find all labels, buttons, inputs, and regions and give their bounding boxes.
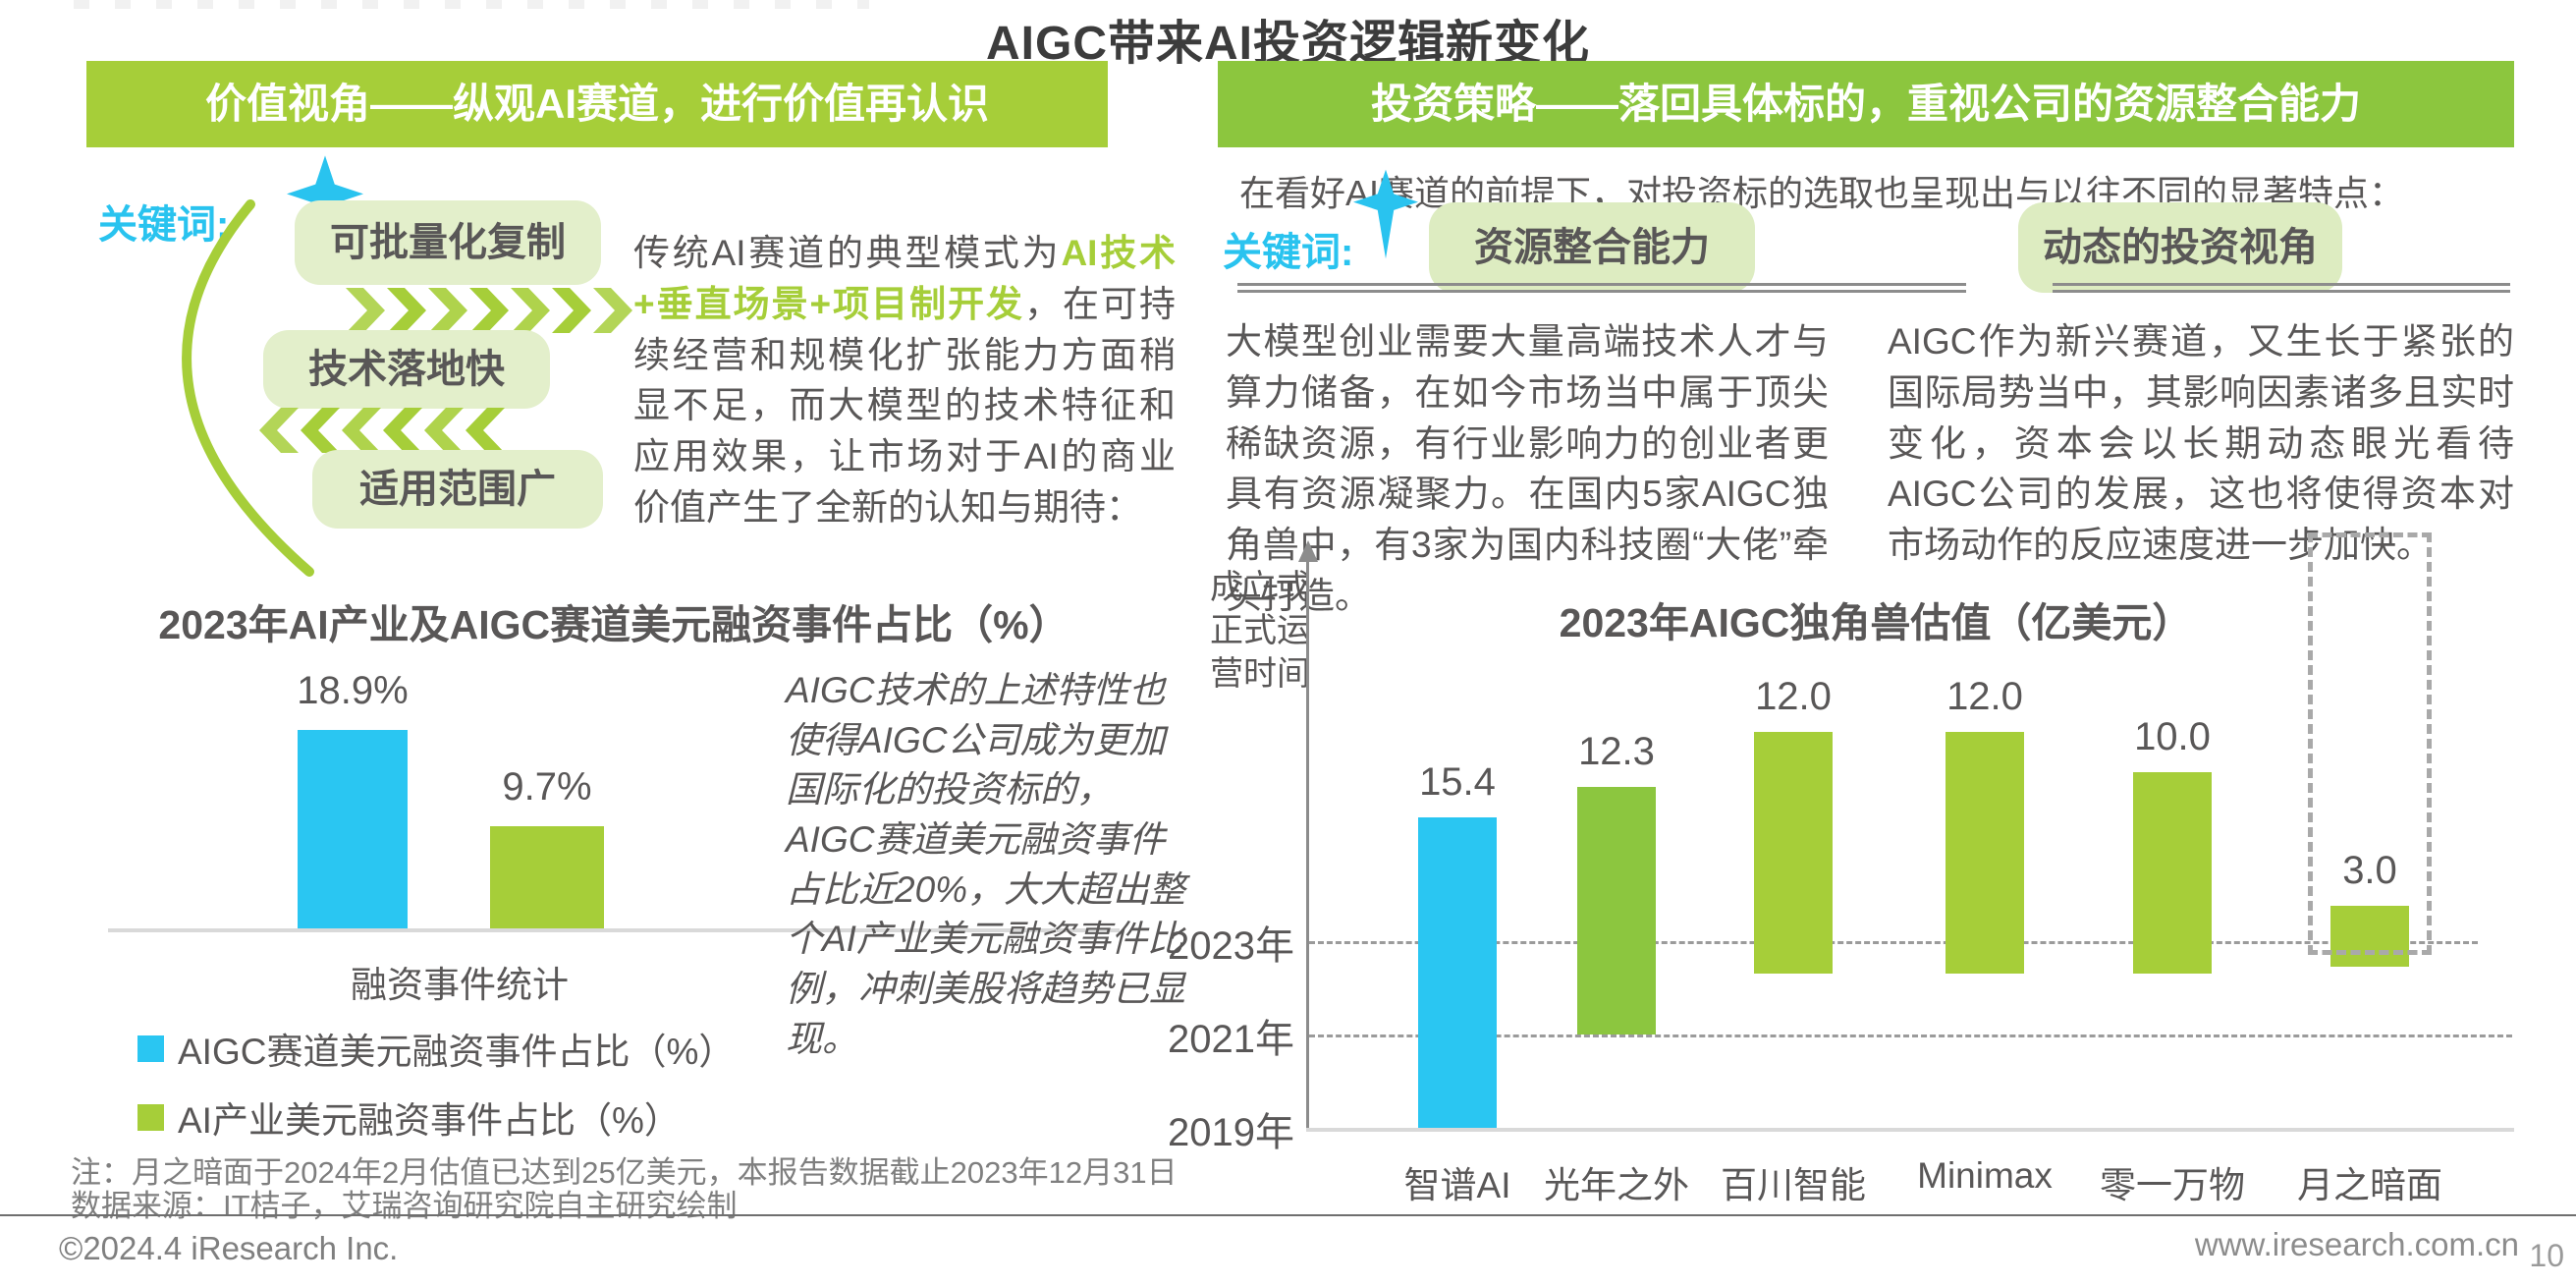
bar-智谱AI	[1418, 817, 1497, 1128]
sparkle-icon	[1353, 169, 1418, 259]
arc-decoration	[182, 199, 314, 577]
bar-value-label: 15.4	[1419, 760, 1496, 804]
bar-百川智能	[1754, 732, 1833, 974]
copyright: ©2024.4 iResearch Inc.	[59, 1230, 399, 1266]
year-tick-label: 2023年	[1168, 924, 1294, 968]
y-axis-line	[1306, 560, 1309, 1128]
italic-note: AIGC技术的上述特性也使得AIGC公司成为更加国际化的投资标的，AIGC赛道美…	[786, 670, 1186, 1059]
keyword-box-3: 适用范围广	[312, 450, 603, 529]
category-label: 智谱AI	[1403, 1165, 1511, 1205]
bar-value-label: 12.0	[1755, 675, 1832, 719]
keyword-box-1: 可批量化复制	[295, 200, 601, 285]
bar-AI产业美元融资事件占比（%）	[490, 826, 604, 928]
legend-item: AIGC赛道美元融资事件占比（%）	[137, 1022, 735, 1075]
right-paragraph-1: 大模型创业需要大量高端技术人才与算力储备，在如今市场当中属于顶尖稀缺资源，有行业…	[1226, 321, 1829, 616]
keyword-box-dynamic: 动态的投资视角	[2018, 202, 2342, 293]
divider-double-left	[1237, 283, 1966, 293]
legend-swatch-icon	[137, 1034, 164, 1062]
right-chart-plot: 2023年 2021年 2019年 15.4 智谱AI 12.3 光年之外 12.0 百川智能 1…	[1168, 532, 2514, 1205]
right-chart-ylabel: 成立或正式运营时间	[1210, 569, 1310, 694]
left-paragraph-prefix: 传统AI赛道的典型模式为	[633, 233, 1062, 273]
right-keyword-label: 关键词:	[1223, 231, 1354, 274]
legend-swatch-icon	[137, 1103, 164, 1131]
left-paragraph: 传统AI赛道的典型模式为AI技术+垂直场景+项目制开发，在可持续经营和规模化扩张…	[633, 228, 1176, 533]
x-baseline	[1306, 1128, 2514, 1132]
right-paragraph-2: AIGC作为新兴赛道，又生长于紧张的国际局势当中，其影响因素诸多且实时变化，资本…	[1888, 321, 2514, 566]
category-label: 月之暗面	[2297, 1165, 2442, 1205]
chevrons-left-icon	[259, 408, 505, 453]
bar-value-label: 18.9%	[297, 669, 409, 712]
year-gridline	[1309, 941, 2478, 944]
bar-value-label: 12.3	[1578, 730, 1655, 773]
left-chart-legend: AIGC赛道美元融资事件占比（%） AI产业美元融资事件占比（%）	[137, 1022, 735, 1159]
category-label: 零一万物	[2100, 1165, 2245, 1205]
left-paragraph-suffix: ，在可持续经营和规模化扩张能力方面稍显不足，而大模型的技术特征和应用效果，让市场…	[633, 283, 1176, 528]
left-chart-title: 2023年AI产业及AIGC赛道美元融资事件占比（%）	[158, 602, 1069, 647]
year-tick-label: 2019年	[1168, 1111, 1294, 1154]
year-tick-label: 2021年	[1168, 1018, 1294, 1061]
category-label: 光年之外	[1544, 1165, 1689, 1205]
left-chart-xlabel: 融资事件统计	[351, 965, 569, 1005]
bar-零一万物	[2133, 772, 2212, 974]
footer-note-2: 数据来源：IT桔子，艾瑞咨询研究院自主研究绘制	[71, 1189, 738, 1223]
left-keyword-label: 关键词:	[98, 203, 230, 247]
page-number: 10	[2529, 1238, 2564, 1273]
bar-AIGC赛道美元融资事件占比（%）	[298, 730, 408, 928]
category-label: 百川智能	[1721, 1165, 1866, 1205]
left-section-header: 价值视角——纵观AI赛道，进行价值再认识	[86, 61, 1108, 147]
bar-value-label: 3.0	[2342, 849, 2397, 893]
bar-光年之外	[1577, 787, 1656, 1034]
bar-Minimax	[1946, 732, 2024, 974]
right-section-header: 投资策略——落回具体标的，重视公司的资源整合能力	[1218, 61, 2514, 147]
left-paragraph-highlight: AI技术+垂直场景+项目制开发	[633, 233, 1176, 324]
keyword-box-resource: 资源整合能力	[1429, 202, 1755, 293]
left-chart-plot: 18.9% 9.7%	[108, 648, 1120, 932]
bar-月之暗面	[2330, 906, 2409, 967]
right-chart-title: 2023年AIGC独角兽估值（亿美元）	[1559, 600, 2193, 645]
chevrons-right-icon	[346, 288, 632, 333]
category-label: Minimax	[1917, 1155, 2053, 1196]
divider-double-right	[2053, 283, 2510, 293]
footer-divider	[0, 1214, 2576, 1216]
keyword-box-2: 技术落地快	[263, 330, 550, 409]
year-gridline	[1309, 1034, 2512, 1037]
bar-value-label: 10.0	[2134, 715, 2211, 759]
footer-note-1: 注：月之暗面于2024年2月估值已达到25亿美元，本报告数据截止2023年12月…	[71, 1155, 1178, 1190]
legend-label: AI产业美元融资事件占比（%）	[178, 1100, 681, 1141]
legend-label: AIGC赛道美元融资事件占比（%）	[178, 1032, 736, 1072]
website-link[interactable]: www.iresearch.com.cn	[2194, 1226, 2519, 1262]
cropped-text-fragments	[74, 0, 869, 9]
highlight-dashed-box	[2308, 532, 2432, 955]
bar-value-label: 12.0	[1946, 675, 2023, 719]
axis-arrow-icon	[1298, 540, 1318, 562]
legend-item: AI产业美元融资事件占比（%）	[137, 1090, 735, 1144]
bar-value-label: 9.7%	[502, 765, 592, 809]
